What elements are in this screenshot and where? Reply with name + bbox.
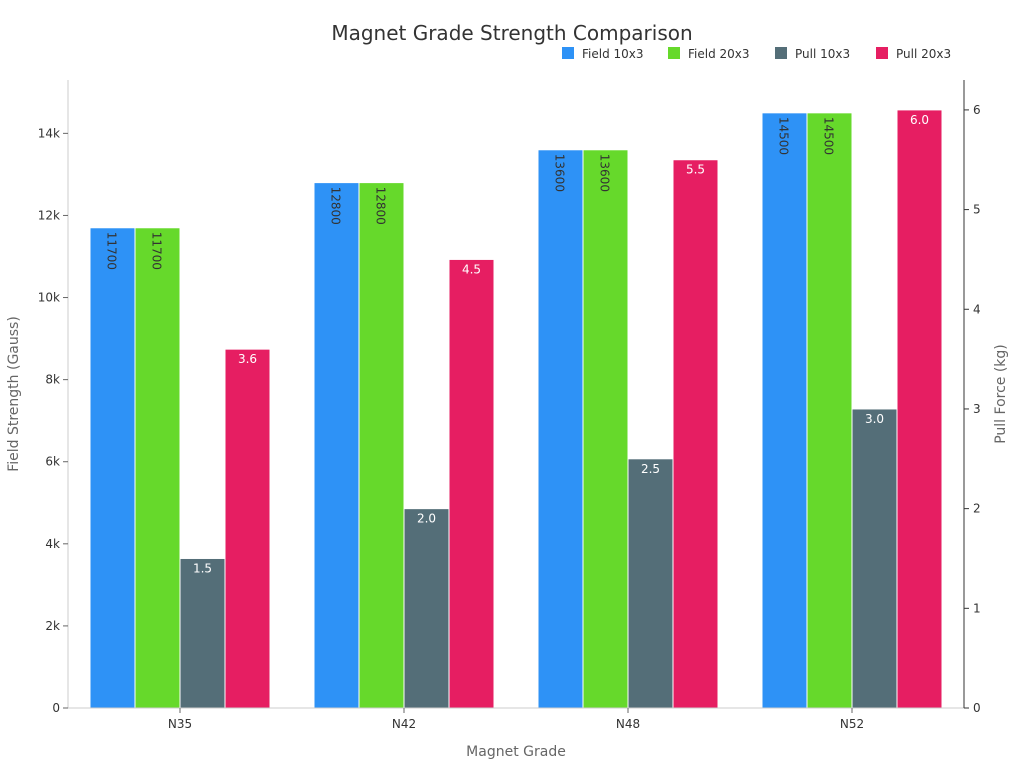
y-tick-label: 6k [45,455,60,469]
bar-value-label: 4.5 [462,262,481,276]
y2-tick-label: 6 [973,103,981,117]
bar-value-label: 3.0 [865,412,884,426]
bar-value-label: 5.5 [686,163,705,177]
bar-value-label: 13600 [598,154,612,192]
bar [179,557,226,709]
legend-label: Field 20x3 [688,47,750,61]
y2-tick-label: 0 [973,701,981,715]
chart-title: Magnet Grade Strength Comparison [331,21,692,45]
y-tick-label: 10k [38,291,60,305]
legend-swatch [562,47,574,59]
legend-swatch [775,47,787,59]
bar [672,159,719,709]
x-tick-label: N52 [840,717,864,731]
axes: 0 2k 4k 6k 8k 10k 12k 14k 0 1 2 3 4 5 6 N35 N42 N48 N52 [38,80,981,731]
bar-value-label: 1.5 [193,561,212,575]
bar-value-label: 14500 [822,117,836,155]
bar [89,227,136,709]
legend: Field 10x3 Field 20x3 Pull 10x3 Pull 20x3 [562,47,951,61]
bar [761,112,808,709]
bar [358,182,405,709]
legend-swatch [876,47,888,59]
y-tick-label: 0 [52,701,60,715]
bar-value-label: 3.6 [238,352,257,366]
bar [313,182,360,709]
y-tick-label: 8k [45,373,60,387]
bar-value-label: 2.0 [417,512,436,526]
bar [537,149,584,709]
legend-item: Pull 20x3 [876,47,951,61]
legend-label: Pull 10x3 [795,47,850,61]
legend-item: Field 20x3 [668,47,750,61]
y-tick-label: 12k [38,208,60,222]
legend-label: Field 10x3 [582,47,644,61]
y-tick-label: 14k [38,126,60,140]
x-tick-label: N42 [392,717,416,731]
y2-axis-label: Pull Force (kg) [993,344,1009,444]
y-tick-label: 2k [45,619,60,633]
bar [851,408,898,709]
bar-value-label: 11700 [150,232,164,270]
bar-value-label: 12800 [374,187,388,225]
bar-labels: 11700 11700 1.5 3.6 12800 12800 2.0 4.5 13600 136… [105,113,930,576]
bar [448,258,495,709]
bar [134,227,181,709]
bars [89,109,943,709]
legend-swatch [668,47,680,59]
bar [403,508,450,709]
bar [627,458,674,709]
x-axis-label: Magnet Grade [466,744,566,760]
legend-item: Pull 10x3 [775,47,850,61]
bar-value-label: 13600 [553,154,567,192]
bar-value-label: 14500 [777,117,791,155]
bar [224,348,271,709]
x-tick-label: N48 [616,717,640,731]
y-tick-label: 4k [45,537,60,551]
bar-value-label: 11700 [105,232,119,270]
legend-item: Field 10x3 [562,47,644,61]
bar [896,109,943,709]
legend-label: Pull 20x3 [896,47,951,61]
bar-value-label: 12800 [329,187,343,225]
x-tick-label: N35 [168,717,192,731]
bar [806,112,853,709]
y-axis-label: Field Strength (Gauss) [6,316,22,472]
y2-tick-label: 5 [973,203,981,217]
bar-value-label: 2.5 [641,462,660,476]
bar-value-label: 6.0 [910,113,929,127]
y2-tick-label: 2 [973,502,981,516]
y2-tick-label: 1 [973,601,981,615]
y2-tick-label: 3 [973,402,981,416]
bar [582,149,629,709]
y2-tick-label: 4 [973,302,981,316]
